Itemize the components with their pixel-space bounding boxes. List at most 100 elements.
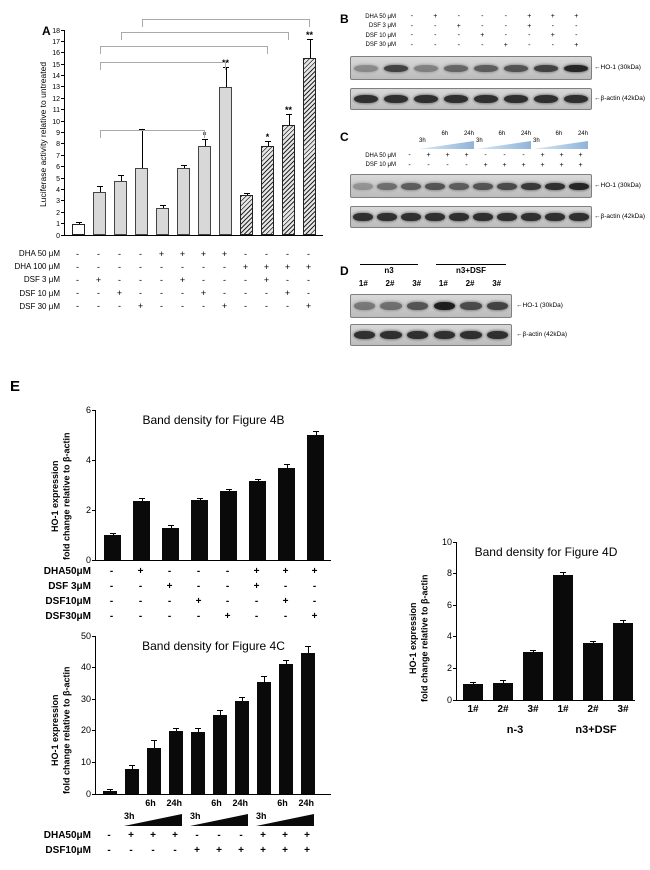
error-bar-cap [96,185,103,187]
protein-band [414,95,438,103]
protein-band [460,302,482,310]
matrix-cell: - [107,845,111,856]
error-bar-cap [254,478,261,480]
error-bar [99,186,101,192]
matrix-cell: + [540,161,545,169]
matrix-row-label: DSF 30 μM [19,301,60,311]
matrix-cell: - [139,288,142,299]
matrix-cell: + [238,845,244,856]
matrix-cell: + [282,845,288,856]
blot-lane [484,325,511,345]
y-tick-mark [92,459,96,461]
protein-band [569,213,589,221]
error-bar-cap [180,164,187,166]
x-tick-label: 3# [617,704,629,715]
bar [220,491,237,560]
matrix-cell: - [307,248,310,259]
error-bar [309,40,311,59]
matrix-cell: + [426,152,431,160]
y-tick-label: 6 [85,404,91,415]
y-tick-mark [61,120,65,122]
error-bar [533,650,534,652]
panel-d-ho1-blot [350,294,512,318]
protein-band [384,95,408,103]
matrix-cell: - [434,32,437,40]
matrix-cell: - [138,596,143,607]
error-bar-cap [306,39,313,41]
protein-band [353,302,375,310]
y-tick-label: 2 [85,504,91,515]
time-label: 3h [533,138,540,144]
matrix-cell: - [196,611,201,622]
blot-lane [441,89,471,109]
blot-lane [471,89,501,109]
error-bar-cap [195,727,201,729]
protein-band [384,64,408,72]
y-tick-label: 8 [56,141,60,149]
y-tick-label: 14 [52,73,60,81]
error-bar-cap [196,497,203,499]
matrix-cell: - [410,13,413,21]
chart-4b-y-axis-title: HO-1 expression fold change relative to … [50,432,72,560]
protein-band [433,331,456,339]
error-bar [593,641,594,644]
bar [463,684,483,700]
y-tick-label: 5 [56,175,60,183]
chart-4b-title: Band density for Figure 4B [142,413,285,427]
blot-lane [381,89,411,109]
panel-b-ho1-blot [350,56,592,80]
bar [213,715,227,794]
y-tick-mark [92,559,96,561]
error-bar [257,479,259,482]
protein-band [534,95,558,103]
y-tick-mark [61,52,65,54]
matrix-cell: + [502,161,507,169]
panel-a-bar-chart: 0 1 2 3 4 5 6 7 8 9 10 11 12 13 14 15 16 17 18 * ** * ** ** [52,18,323,240]
bar [93,191,106,235]
blot-lane [351,325,378,345]
time-group: 3h 6h 24h [476,131,531,149]
matrix-cell: - [504,32,507,40]
blot-label-text: HO-1 (30kDa) [522,302,563,309]
matrix-cell: + [527,22,532,30]
time-gradient-triangle-icon [419,141,474,149]
time-label: 3h [419,138,426,144]
matrix-cells: - - + - - - + - - - + - [64,288,315,298]
protein-band [487,302,509,310]
matrix-cell: + [550,32,555,40]
error-bar-cap [117,174,124,176]
blot-lane [543,207,567,227]
matrix-cell: - [160,301,163,312]
error-bar-cap [261,675,267,677]
bar [279,664,293,794]
significance-marker: ** [305,30,313,41]
matrix-cell: - [504,13,507,21]
matrix-cells: - - - - + - - + [95,611,323,622]
error-bar [503,681,504,683]
blot-lane [501,57,531,79]
matrix-cells: - + + + - - - + + + [95,830,314,841]
error-bar [120,175,122,182]
matrix-cell: - [244,248,247,259]
matrix-cell: - [76,288,79,299]
group-label-n3-dsf: n3+DSF [436,264,506,275]
blot-lane [431,295,458,317]
matrix-row: DHA 50 μM - + + + - - - + + + [365,151,590,161]
error-bar [154,740,155,749]
y-tick-mark [92,409,96,411]
error-bar-cap [129,764,135,766]
panel-a-treatment-matrix: DHA 50 μM - - - - + + + + - - - - DHA 100 μM - - - - - - - - +… [14,247,322,313]
matrix-cell: - [446,161,449,169]
time-label: 3h [190,811,201,821]
matrix-cell: + [200,288,207,299]
chart-4d-group-n3: n-3 [506,724,524,736]
matrix-cells: - - - + - - + - [400,32,588,39]
bar [125,768,139,794]
y-tick-mark [61,109,65,111]
y-tick-label: 7 [56,152,60,160]
matrix-cell: + [305,261,312,272]
error-bar [288,115,290,125]
blot-lane [375,175,399,197]
matrix-cell: - [181,288,184,299]
matrix-cell: - [283,611,288,622]
